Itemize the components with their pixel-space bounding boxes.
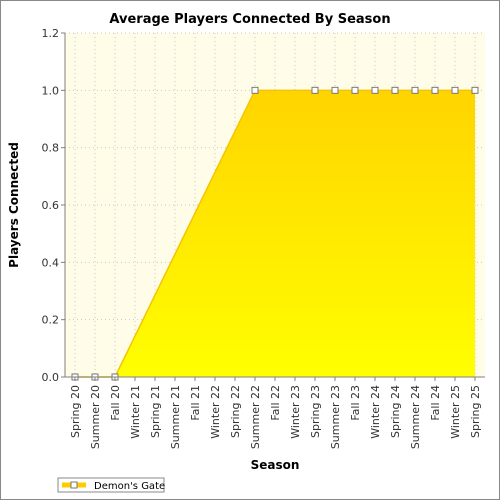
legend-swatch-marker <box>70 481 78 489</box>
data-point <box>371 86 379 94</box>
legend-label: Demon's Gate <box>94 481 165 492</box>
x-tick-label: Winter 23 <box>289 385 302 439</box>
data-point <box>471 86 479 94</box>
series-area <box>75 90 475 377</box>
x-axis-title: Season <box>251 458 300 472</box>
x-tick-label: Spring 23 <box>309 385 322 438</box>
y-tick-labels: 0.0 0.2 0.4 0.6 0.8 1.0 1.2 <box>42 27 65 384</box>
x-tick-label: Fall 21 <box>189 385 202 421</box>
x-tick-label: Summer 22 <box>249 385 262 449</box>
y-tick-label: 0.4 <box>42 256 60 269</box>
y-tick-label: 1.2 <box>42 27 60 40</box>
data-point <box>251 86 259 94</box>
data-point <box>411 86 419 94</box>
data-point <box>331 86 339 94</box>
data-point <box>431 86 439 94</box>
y-tick-label: 0.0 <box>42 371 60 384</box>
x-tick-label: Spring 21 <box>149 385 162 438</box>
x-tick-label: Fall 23 <box>349 385 362 421</box>
x-tick-label: Spring 20 <box>69 385 82 438</box>
x-tick-labels: Spring 20 Summer 20 Fall 20 Winter 21 Spring… <box>69 377 482 449</box>
y-tick-label: 1.0 <box>42 84 60 97</box>
y-axis-title: Players Connected <box>7 142 21 268</box>
y-tick-label: 0.6 <box>42 199 60 212</box>
x-tick-label: Winter 22 <box>209 385 222 439</box>
x-tick-label: Winter 25 <box>449 385 462 439</box>
x-tick-label: Summer 23 <box>329 385 342 449</box>
x-tick-label: Spring 22 <box>229 385 242 438</box>
y-tick-label: 0.2 <box>42 314 60 327</box>
x-tick-label: Summer 21 <box>169 385 182 449</box>
y-tick-label: 0.8 <box>42 142 60 155</box>
x-tick-label: Summer 20 <box>89 385 102 449</box>
x-tick-label: Fall 20 <box>109 385 122 421</box>
data-point <box>451 86 459 94</box>
x-tick-label: Fall 24 <box>429 385 442 421</box>
legend: Demon's Gate <box>57 477 165 493</box>
series-area-layer <box>71 86 479 381</box>
data-point <box>351 86 359 94</box>
data-point <box>391 86 399 94</box>
x-tick-label: Spring 25 <box>469 385 482 438</box>
x-tick-label: Fall 22 <box>269 385 282 421</box>
legend-box <box>57 477 165 493</box>
x-tick-label: Winter 24 <box>369 385 382 439</box>
x-tick-label: Summer 24 <box>409 385 422 449</box>
x-tick-label: Winter 21 <box>129 385 142 439</box>
x-tick-label: Spring 24 <box>389 385 402 438</box>
chart-title: Average Players Connected By Season <box>109 12 390 27</box>
data-point <box>311 86 319 94</box>
